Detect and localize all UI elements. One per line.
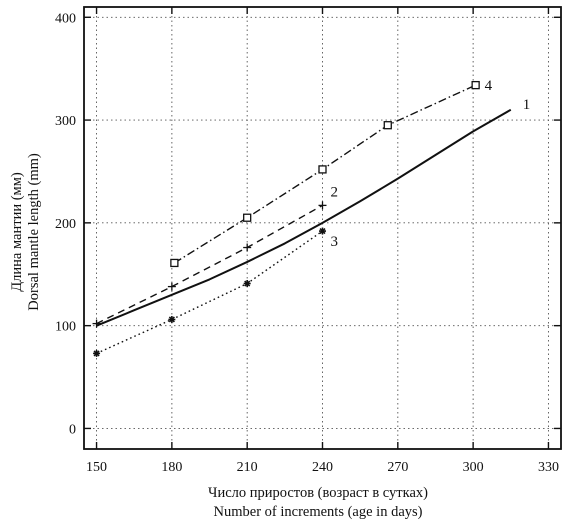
- y-axis-title-en: Dorsal mantle length (mm): [26, 153, 42, 311]
- series-label-2: 2: [331, 184, 339, 200]
- series-4: [171, 82, 479, 267]
- series-line-4: [174, 85, 475, 263]
- x-axis-title-en: Number of increments (age in days): [214, 504, 423, 520]
- series-label-1: 1: [523, 97, 531, 113]
- x-tick-label: 240: [312, 460, 333, 475]
- data-point-asterisk: [319, 228, 326, 235]
- x-tick-label: 210: [237, 460, 258, 475]
- data-point-plus: [319, 201, 327, 209]
- y-tick-label: 400: [55, 11, 76, 26]
- data-point-asterisk: [244, 280, 251, 287]
- series-line-1: [97, 110, 511, 326]
- data-point-plus: [243, 244, 251, 252]
- x-tick-label: 180: [161, 460, 182, 475]
- series-line-3: [97, 231, 323, 353]
- x-tick-label: 150: [86, 460, 107, 475]
- series-labels: 1 2 3 4: [331, 78, 531, 250]
- y-tick-label: 0: [69, 422, 76, 437]
- y-axis-title-ru: Длина мантии (мм): [9, 172, 25, 292]
- data-point-square: [472, 82, 479, 89]
- data-point-plus: [93, 320, 101, 328]
- series-2: [93, 201, 327, 327]
- axis-titles: Длина мантии (мм) Dorsal mantle length (…: [9, 153, 428, 520]
- data-point-square: [384, 122, 391, 129]
- series-1: [97, 110, 511, 326]
- x-tick-label: 300: [463, 460, 484, 475]
- y-tick-label: 200: [55, 217, 76, 232]
- series-label-3: 3: [331, 234, 339, 250]
- y-tick-label: 100: [55, 320, 76, 335]
- x-axis-title-ru: Число приростов (возраст в сутках): [208, 485, 428, 501]
- data-point-asterisk: [93, 350, 100, 357]
- series-3: [93, 228, 326, 357]
- y-tick-label: 300: [55, 114, 76, 129]
- data-point-plus: [168, 283, 176, 291]
- x-tick-label: 270: [387, 460, 408, 475]
- x-tick-label: 330: [538, 460, 559, 475]
- data-point-square: [319, 166, 326, 173]
- series: [93, 82, 511, 357]
- data-point-square: [244, 214, 251, 221]
- series-label-4: 4: [485, 78, 493, 94]
- data-point-asterisk: [168, 316, 175, 323]
- data-point-square: [171, 259, 178, 266]
